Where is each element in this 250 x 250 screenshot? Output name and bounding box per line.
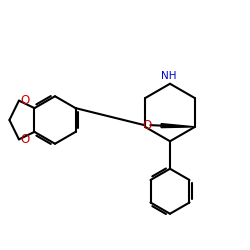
Polygon shape [161,124,195,128]
Text: O: O [20,133,29,146]
Text: O: O [143,119,152,132]
Text: NH: NH [161,71,176,81]
Text: O: O [20,94,29,107]
